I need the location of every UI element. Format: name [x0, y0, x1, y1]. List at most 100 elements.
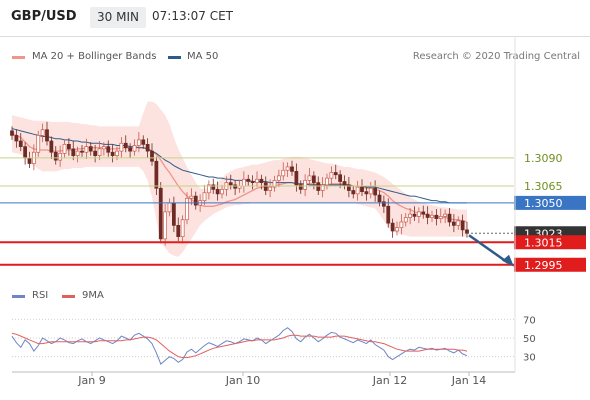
chart-header: GBP/USD 30 MIN 07:13:07 CET	[0, 0, 590, 37]
candle-body	[456, 220, 461, 226]
candle-body	[93, 150, 98, 156]
candle-body	[14, 135, 19, 142]
candle-body	[49, 140, 54, 153]
candle-body	[430, 214, 434, 218]
support-tag-5	[514, 257, 586, 272]
timeframe-badge[interactable]: 30 MIN	[90, 7, 146, 28]
candle-body	[88, 146, 93, 152]
candle-body	[346, 184, 351, 191]
candle-body	[316, 182, 321, 191]
candle-body	[220, 189, 224, 195]
candle-body	[202, 192, 207, 201]
candle-body	[307, 175, 312, 181]
candle-body	[246, 178, 251, 182]
candle-body	[421, 211, 426, 215]
x-tick-label: Jan 9	[77, 374, 105, 387]
level-label-1: 1.3065	[524, 180, 563, 193]
candle-body	[185, 198, 189, 221]
ma50-legend-label: MA 50	[187, 51, 219, 62]
candle-body	[364, 191, 369, 195]
ma9-legend-label: 9MA	[82, 290, 104, 301]
rsi-legend-label: RSI	[32, 290, 49, 301]
candle-body	[176, 225, 181, 237]
candle-body	[395, 227, 399, 232]
candle-body	[351, 190, 356, 195]
rsi-line	[11, 327, 468, 365]
candle-body	[465, 229, 469, 234]
level-label-4: 1.3015	[524, 236, 563, 249]
candle-body	[167, 202, 172, 213]
currency-pair: GBP/USD	[11, 9, 77, 24]
ma20-legend-label: MA 20 + Bollinger Bands	[32, 51, 157, 62]
candle-body	[320, 184, 325, 191]
candle-body	[368, 187, 373, 195]
candle-body	[53, 151, 58, 161]
candle-body	[272, 180, 277, 188]
candle-body	[136, 139, 141, 146]
candle-body	[154, 160, 159, 189]
candle-body	[150, 150, 154, 162]
candle-body	[386, 205, 391, 224]
candle-body	[390, 222, 395, 232]
candle-body	[27, 157, 32, 164]
level-label-0: 1.3090	[524, 152, 563, 165]
rsi-tick-label: 50	[523, 334, 536, 345]
candle-body	[123, 142, 128, 149]
candle-body	[338, 174, 343, 182]
candle-body	[45, 129, 49, 142]
pivot-tag-2	[514, 195, 586, 210]
candle-body	[23, 146, 28, 159]
candle-body	[71, 148, 76, 156]
level-label-5: 1.2995	[524, 259, 563, 272]
candle-body	[381, 201, 386, 207]
candle-body	[285, 166, 290, 171]
candle-body	[36, 135, 41, 153]
x-tick-label: Jan 10	[225, 374, 260, 387]
candle-body	[377, 194, 382, 203]
candle-body	[233, 184, 238, 189]
candle-body	[180, 219, 185, 237]
forecast-arrow-head	[502, 254, 514, 267]
rsi-tick-label: 30	[523, 353, 536, 364]
candle-body	[447, 213, 452, 223]
candle-body	[255, 178, 259, 183]
candle-body	[141, 139, 146, 145]
candle-body	[443, 213, 448, 217]
rsi-swatch	[12, 295, 25, 298]
candle-body	[115, 150, 119, 156]
candle-body	[110, 151, 115, 156]
candle-body	[294, 171, 299, 186]
candle-body	[206, 184, 211, 194]
candle-body	[119, 142, 124, 152]
bollinger-band-area	[12, 101, 467, 257]
level-label-2: 1.3050	[524, 197, 563, 210]
candle-body	[373, 187, 378, 196]
candle-body	[163, 211, 168, 240]
candle-body	[18, 140, 23, 147]
ma9-line	[11, 332, 468, 359]
candle-body	[412, 213, 417, 217]
candle-body	[333, 172, 338, 176]
candle-body	[211, 184, 216, 190]
candle-body	[132, 145, 137, 152]
ma20-swatch	[12, 56, 25, 59]
candle-body	[303, 180, 308, 190]
candle-body	[40, 129, 45, 136]
timestamp: 07:13:07 CET	[152, 9, 233, 23]
x-tick-label: Jan 14	[451, 374, 486, 387]
candle-body	[298, 184, 303, 190]
candle-body	[434, 214, 439, 219]
candle-body	[290, 166, 294, 172]
candle-body	[101, 146, 106, 150]
candle-body	[416, 211, 421, 217]
candle-body	[84, 146, 89, 153]
candle-body	[66, 144, 71, 150]
candle-body	[399, 221, 404, 228]
candle-body	[329, 172, 334, 179]
candle-body	[311, 175, 316, 183]
candle-body	[451, 221, 456, 226]
candle-body	[189, 195, 194, 199]
candle-body	[10, 130, 14, 136]
candle-body	[460, 220, 465, 231]
